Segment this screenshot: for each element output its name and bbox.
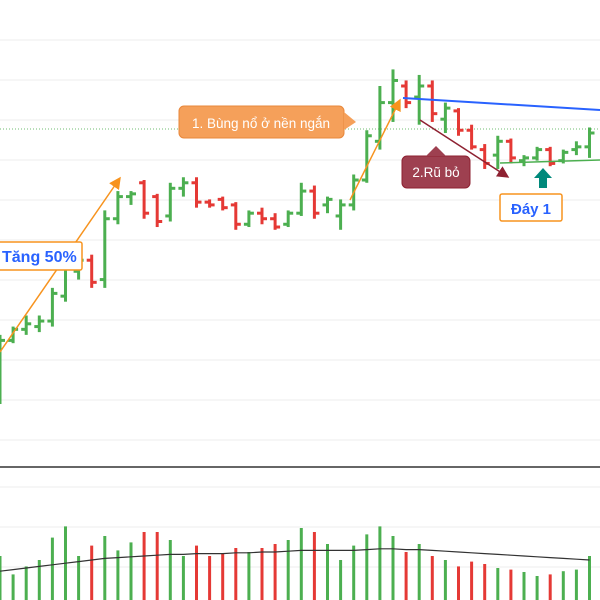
annotations-layer: Tăng 50% 1. Bùng nổ ở nền ngắn 2.Rũ bỏ Đáy … <box>0 97 600 353</box>
price-bar <box>361 130 372 183</box>
price-bar <box>270 213 281 230</box>
gain-callout-box <box>0 241 83 271</box>
price-bar <box>492 135 503 169</box>
price-bar <box>427 80 438 122</box>
price-bar <box>99 210 110 288</box>
shakeout-callout: 2.Rũ bỏ <box>401 146 471 189</box>
support-line <box>499 159 600 164</box>
price-bar <box>440 102 451 134</box>
breakout-callout-pointer <box>344 112 356 130</box>
price-bar <box>34 315 45 333</box>
price-bar <box>296 182 307 216</box>
price-bar <box>47 287 58 327</box>
price-bar <box>571 141 582 156</box>
price-bar <box>401 80 412 109</box>
gain-callout-label: Tăng 50% <box>2 249 77 266</box>
price-bar <box>545 146 556 167</box>
price-bar <box>322 196 333 214</box>
bottom-callout-box <box>499 193 563 222</box>
price-bar <box>86 254 97 288</box>
price-bar <box>21 315 32 335</box>
gain-callout: Tăng 50% <box>0 241 83 271</box>
price-bar <box>532 146 543 161</box>
volume-ma-line <box>0 548 590 572</box>
price-bar <box>505 138 516 164</box>
breakout-arrow <box>349 98 401 201</box>
price-bar <box>112 191 123 225</box>
shakeout-callout-label: 2.Rũ bỏ <box>412 165 459 180</box>
shakeout-arrow <box>419 119 510 178</box>
price-bar <box>283 210 294 228</box>
breakout-callout-label: 1. Bùng nổ ở nền ngắn <box>192 116 330 131</box>
price-bar <box>257 207 267 225</box>
price-bar <box>243 210 254 228</box>
price-bars <box>0 69 595 404</box>
price-bar <box>466 124 477 150</box>
price-bar <box>0 334 5 404</box>
price-bar <box>230 202 241 230</box>
price-bar <box>453 108 464 136</box>
breakout-callout: 1. Bùng nổ ở nền ngắn <box>178 105 356 139</box>
bottom-up-arrow-icon <box>534 168 552 188</box>
price-bar <box>309 185 320 219</box>
volume-bars <box>0 526 591 600</box>
price-bar <box>519 155 529 167</box>
price-bar <box>178 177 189 197</box>
shakeout-callout-pointer <box>426 146 446 156</box>
bottom-marker <box>534 168 552 188</box>
price-bar <box>204 199 215 208</box>
price-bar <box>165 182 176 222</box>
price-bar <box>126 191 136 205</box>
price-bar <box>139 180 150 219</box>
bottom-callout: Đáy 1 <box>499 193 563 222</box>
price-bar <box>584 127 595 158</box>
price-bar <box>479 144 490 169</box>
price-bar <box>152 193 163 228</box>
resistance-line <box>402 97 600 111</box>
price-bar <box>191 177 202 208</box>
price-bar <box>217 196 228 211</box>
bottom-callout-label: Đáy 1 <box>511 201 551 218</box>
price-bar <box>335 199 346 230</box>
